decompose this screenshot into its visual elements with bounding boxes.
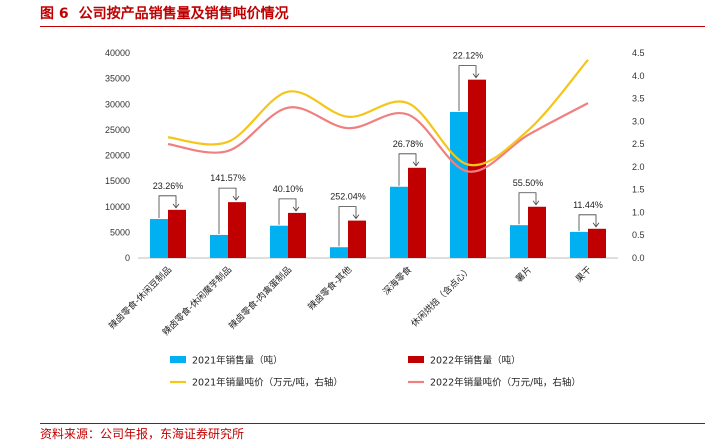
legend-bar-2022-swatch	[408, 356, 424, 363]
growth-connector	[278, 198, 297, 225]
x-category-label: 果干	[574, 264, 595, 285]
line-2022-price	[167, 102, 589, 173]
y-left-tick-label: 40000	[105, 48, 130, 58]
legend-bar-2021-label: 2021年销售量（吨）	[192, 355, 283, 367]
title-rule	[40, 26, 705, 27]
bar-2021	[570, 231, 588, 258]
figure-title-text: 公司按产品销售量及销售吨价情况	[78, 6, 289, 22]
growth-arrow-head	[352, 214, 360, 220]
bar-2021	[390, 186, 408, 258]
growth-arrow-head	[412, 161, 420, 167]
y-right-tick-label: 1.5	[632, 185, 645, 195]
legend-bar-2022-label: 2022年销售量（吨）	[430, 355, 521, 367]
y-left-tick-label: 10000	[105, 202, 130, 212]
x-category-label: 休闲烘焙（含点心）	[408, 264, 474, 330]
legend-line-2022-label: 2022年销量吨价（万元/吨，右轴）	[430, 377, 581, 389]
y-left-tick-label: 30000	[105, 99, 130, 109]
legend-bar-2021-swatch	[170, 356, 186, 363]
x-category-label: 辣卤零食-肉禽蛋制品	[226, 264, 294, 332]
growth-connector	[218, 187, 237, 234]
y-right-tick-label: 2.0	[632, 162, 645, 172]
bar-2021	[150, 219, 168, 258]
line-2021-price	[167, 59, 589, 167]
growth-arrow-head	[292, 206, 300, 212]
y-left-tick-label: 0	[125, 253, 130, 263]
growth-data-label: 252.04%	[330, 192, 366, 202]
x-category-label: 深海零食	[380, 264, 414, 298]
growth-connector	[458, 65, 477, 111]
bar-2022	[228, 202, 246, 258]
growth-data-label: 11.44%	[573, 200, 603, 210]
growth-connector	[398, 153, 417, 186]
y-right-tick-label: 0.0	[632, 253, 645, 263]
growth-data-label: 141.57%	[210, 173, 246, 183]
growth-data-label: 22.12%	[453, 51, 484, 61]
y-right-tick-label: 4.0	[632, 71, 645, 81]
x-category-label: 辣卤零食-休闲豆制品	[106, 264, 174, 332]
source-rule	[40, 423, 705, 424]
growth-connector	[578, 214, 597, 231]
combo-chart: 0 5000 10000 15000 20000 25000 30000 35000 40000…	[105, 48, 645, 389]
y-left-tick-label: 5000	[110, 227, 130, 237]
growth-data-label: 55.50%	[513, 178, 544, 188]
y-right-tick-label: 3.5	[632, 94, 645, 104]
growth-connector	[158, 195, 177, 219]
bar-2022	[348, 220, 366, 258]
y-right-tick-label: 4.5	[632, 48, 645, 58]
bar-2022	[408, 167, 426, 258]
growth-arrow-head	[472, 73, 480, 79]
bar-2022	[168, 209, 186, 258]
growth-arrow-head	[592, 222, 600, 228]
growth-connector	[338, 206, 357, 247]
bar-2021	[510, 225, 528, 258]
bar-2021	[450, 111, 468, 258]
bar-2021	[210, 234, 228, 258]
y-left-tick-label: 15000	[105, 176, 130, 186]
bar-2022	[468, 79, 486, 259]
y-left-tick-label: 35000	[105, 74, 130, 84]
y-right-tick-label: 3.0	[632, 116, 645, 126]
legend-line-2021-label: 2021年销量吨价（万元/吨，右轴）	[192, 377, 343, 389]
bar-2022	[528, 206, 546, 258]
bar-2022	[288, 212, 306, 258]
growth-arrow-head	[232, 195, 240, 201]
y-right-tick-label: 2.5	[632, 139, 645, 149]
growth-connector	[518, 192, 537, 225]
y-left-tick-label: 25000	[105, 125, 130, 135]
growth-data-label: 40.10%	[273, 184, 304, 194]
figure-title: 图 6 公司按产品销售量及销售吨价情况	[40, 3, 289, 25]
growth-data-label: 23.26%	[153, 181, 184, 191]
y-right-tick-label: 0.5	[632, 230, 645, 240]
y-left-tick-label: 20000	[105, 151, 130, 161]
x-category-label: 薯片	[513, 264, 534, 285]
growth-arrow-head	[532, 200, 540, 206]
bar-2021	[270, 225, 288, 258]
bar-2022	[588, 228, 606, 258]
growth-arrow-head	[172, 203, 180, 209]
source-note: 资料来源：公司年报，东海证券研究所	[40, 427, 245, 441]
bar-2021	[330, 247, 348, 258]
x-category-label: 辣卤零食-其他	[305, 264, 354, 313]
y-right-tick-label: 1.0	[632, 207, 645, 217]
growth-data-label: 26.78%	[393, 139, 424, 149]
figure-number: 图 6	[40, 6, 69, 22]
